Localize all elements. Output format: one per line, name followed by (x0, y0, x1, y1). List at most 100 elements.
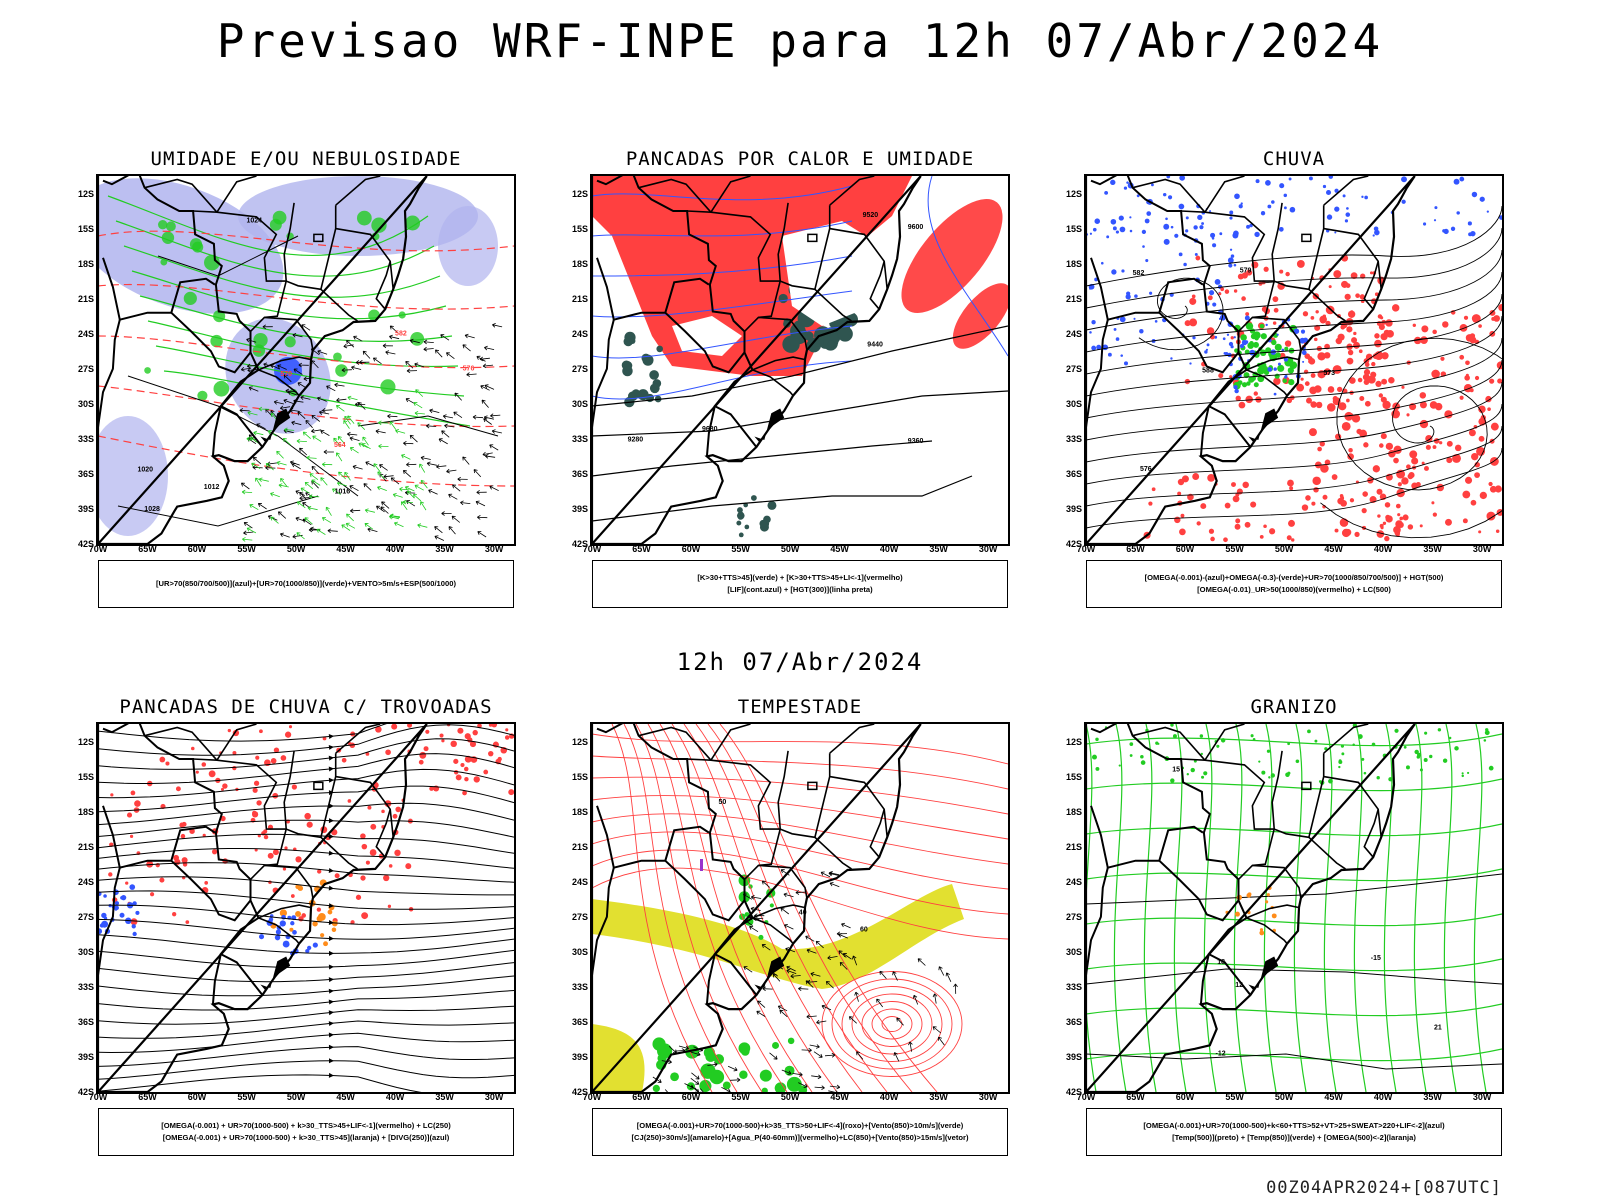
longitude-tick: 65W (632, 544, 651, 554)
legend-line: [CJ(250)>30m/s](amarelo)+[Agua_P(40-60mm… (631, 1133, 969, 1142)
latitude-tick: 24S (571, 328, 588, 339)
run-timestamp: 00Z04APR2024+[087UTC] (1266, 1178, 1502, 1198)
latitude-tick: 21S (77, 293, 94, 304)
legend-line: [K>30+TTS>45](verde) + [K>30+TTS>45+LI<-… (697, 573, 903, 582)
longitude-tick: 60W (681, 1092, 701, 1102)
latitude-tick: 21S (571, 293, 588, 304)
panel-legend: [OMEGA(-0.001) + UR>70(1000-500) + k>30_… (98, 1108, 514, 1156)
latitude-tick: 27S (1065, 911, 1082, 922)
panel-title: PANCADAS DE CHUVA C/ TROVOADAS (119, 696, 493, 718)
map-canvas: 50 40 60 (592, 724, 1008, 1092)
latitude-tick: 33S (77, 981, 94, 992)
latitude-tick: 36S (1065, 1016, 1082, 1027)
contour-label: -15 (1371, 955, 1381, 962)
latitude-tick: 21S (571, 841, 588, 852)
longitude-tick: 40W (1373, 544, 1393, 554)
contour-label: 582 (395, 331, 407, 338)
legend-line: [OMEGA(-0.001)-(azul)+OMEGA(-0.3)-(verde… (1144, 573, 1444, 582)
latitude-tick: 18S (77, 806, 94, 817)
panel-title: TEMPESTADE (737, 696, 863, 718)
map-trovoadas[interactable] (96, 722, 516, 1094)
page-title: Previsao WRF-INPE para 12h 07/Abr/2024 (216, 14, 1384, 68)
latitude-tick: 42S (77, 1087, 94, 1097)
latitude-tick: 33S (571, 981, 588, 992)
longitude-tick: 55W (731, 544, 750, 554)
field-layer (98, 176, 514, 542)
longitude-tick: 50W (780, 1092, 800, 1102)
longitude-tick: 70W (582, 544, 602, 554)
longitude-tick: 40W (385, 1092, 405, 1102)
longitude-tick: 45W (830, 544, 849, 554)
latitude-tick: 15S (1065, 771, 1082, 782)
longitude-tick: 30W (978, 1092, 998, 1102)
legend-line: [OMEGA(-0.01)_UR>50(1000/850)(vermelho) … (1197, 585, 1391, 594)
latitude-tick: 15S (77, 771, 94, 782)
legend-line: [OMEGA(-0.001) + UR>70(1000-500) + k>30_… (161, 1121, 451, 1130)
latitude-tick: 12S (1065, 736, 1082, 747)
latitude-tick: 12S (77, 736, 94, 747)
longitude-tick: 55W (731, 1092, 750, 1102)
contour-label: 60 (860, 926, 868, 933)
longitude-tick: 35W (1423, 544, 1442, 554)
latitude-tick: 15S (1065, 223, 1082, 234)
longitude-tick: 65W (138, 1092, 157, 1102)
longitude-tick: 30W (484, 1092, 504, 1102)
latitude-tick: 30S (571, 946, 588, 957)
map-granizo[interactable]: -12 -15 12 15 21 18 (1084, 722, 1504, 1094)
latitude-tick: 42S (571, 1087, 588, 1097)
map-canvas: 1012 1016 1020 1024 1028 576 570 564 582 (98, 176, 514, 544)
latitude-tick: 24S (571, 876, 588, 887)
latitude-tick: 36S (77, 468, 94, 479)
latitude-tick: 18S (571, 258, 588, 269)
legend-line: [OMEGA(-0.001) + UR>70(1000-500) + k>30_… (162, 1133, 450, 1142)
map-pancadas-calor[interactable]: 9680 9600 9520 9440 9360 9280 (590, 174, 1010, 546)
map-chuva[interactable]: 588 582 579 576 573 (1084, 174, 1504, 546)
panel-title: UMIDADE E/OU NEBULOSIDADE (150, 148, 462, 170)
legend-line: [OMEGA(-0.001)+UR>70(1000-500)+k<60+TTS>… (1143, 1121, 1445, 1130)
longitude-tick: 65W (632, 1092, 651, 1102)
latitude-tick: 39S (77, 504, 94, 514)
latitude-tick: 42S (77, 539, 94, 549)
longitude-tick: 70W (1076, 1092, 1096, 1102)
longitude-tick: 35W (435, 544, 454, 554)
longitude-tick: 35W (1423, 1092, 1442, 1102)
map-tempestade[interactable]: 50 40 60 (590, 722, 1010, 1094)
map-canvas: 588 582 579 576 573 (1086, 176, 1502, 544)
longitude-tick: 45W (1324, 1092, 1343, 1102)
latitude-tick: 42S (1065, 1087, 1082, 1097)
longitude-tick: 55W (237, 544, 256, 554)
contour-label: 573 (1323, 370, 1335, 377)
geography-layer (1086, 176, 1416, 544)
legend-line: [UR>70(850/700/500)](azul)+[UR>70(1000/8… (156, 579, 456, 588)
latitude-tick: 12S (571, 736, 588, 747)
panel-legend: [OMEGA(-0.001)+UR>70(1000-500)+k<60+TTS>… (1086, 1108, 1502, 1156)
latitude-tick: 36S (571, 468, 588, 479)
map-umidade[interactable]: 1012 1016 1020 1024 1028 576 570 564 582 (96, 174, 516, 546)
latitude-tick: 30S (571, 398, 588, 409)
contour-label: 564 (334, 442, 346, 449)
latitude-tick: 12S (77, 188, 94, 199)
latitude-tick: 39S (77, 1052, 94, 1062)
latitude-tick: 24S (1065, 328, 1082, 339)
latitude-tick: 36S (1065, 468, 1082, 479)
map-canvas: -12 -15 12 15 21 18 (1086, 724, 1502, 1092)
panel-legend: [OMEGA(-0.001)+UR>70(1000-500)+k>35_TTS>… (592, 1108, 1008, 1156)
longitude-tick: 65W (138, 544, 157, 554)
latitude-tick: 30S (1065, 398, 1082, 409)
longitude-tick: 35W (929, 544, 948, 554)
longitude-tick: 45W (830, 1092, 849, 1102)
geography-layer (1086, 724, 1416, 1092)
longitude-tick: 45W (336, 544, 355, 554)
longitude-tick: 70W (88, 1092, 108, 1102)
latitude-tick: 36S (571, 1016, 588, 1027)
longitude-tick: 60W (681, 544, 701, 554)
legend-line: [OMEGA(-0.001)+UR>70(1000-500)+k>35_TTS>… (636, 1121, 964, 1130)
contour-label: 579 (1240, 267, 1252, 274)
longitude-tick: 70W (88, 544, 108, 554)
panel-legend: [K>30+TTS>45](verde) + [K>30+TTS>45+LI<-… (592, 560, 1008, 608)
contour-label: 582 (1133, 270, 1145, 277)
latitude-tick: 33S (1065, 433, 1082, 444)
latitude-tick: 42S (1065, 539, 1082, 549)
map-canvas (98, 724, 514, 1092)
field-layer (98, 724, 514, 1092)
